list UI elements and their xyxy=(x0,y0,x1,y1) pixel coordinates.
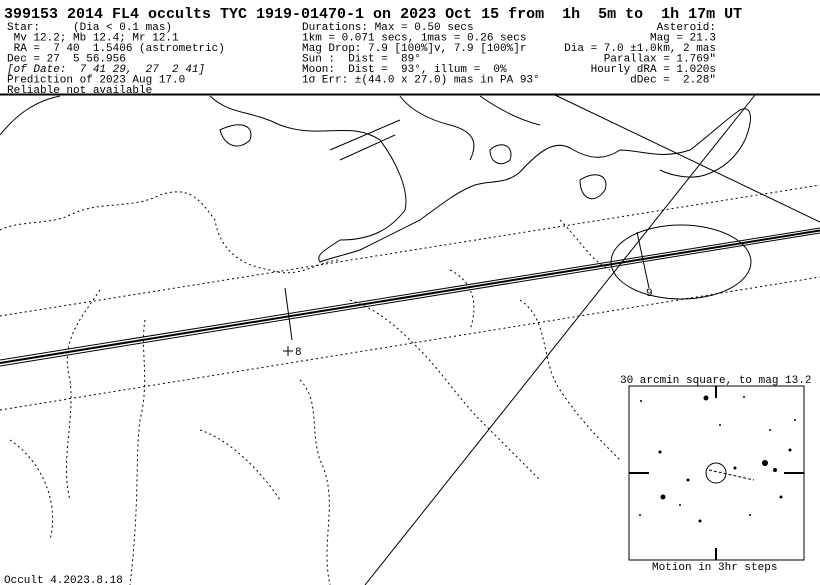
info-line: 1km = 0.071 secs, 1mas = 0.26 secs xyxy=(302,33,526,45)
info-line: 1σ Err: ±(44.0 x 27.0) mas in PA 93° xyxy=(302,75,540,87)
sky-line xyxy=(554,94,820,223)
info-line: RA = 7 40 1.5406 (astrometric) xyxy=(7,43,225,55)
error-limit xyxy=(0,276,820,411)
path-edge xyxy=(0,227,820,361)
info-line: Prediction of 2023 Aug 17.0 xyxy=(7,75,185,87)
info-line: Moon: Dist = 93°, illum = 0% xyxy=(302,64,507,76)
time-tick xyxy=(636,231,650,289)
error-ellipse xyxy=(610,224,752,300)
star-chart-caption: Motion in 3hr steps xyxy=(652,562,777,574)
info-line: Parallax = 1.769" xyxy=(604,54,716,66)
site-marker xyxy=(283,346,293,356)
info-line: dDec = 2.28" xyxy=(630,75,716,87)
info-line: Dec = 27 5 56.956 xyxy=(7,54,126,66)
info-line: [of Date: 7 41 29, 27 2 41] xyxy=(7,64,205,76)
info-line: Hourly dRA = 1.020s xyxy=(591,64,716,76)
central-line xyxy=(0,229,820,364)
star-info: Star: (Dia < 0.1 mas) Mv 12.2; Mb 12.4; … xyxy=(7,22,225,97)
marker-label: 8 xyxy=(295,347,302,359)
coastlines xyxy=(0,95,751,585)
marker-label: 9 xyxy=(646,288,653,300)
sky-line xyxy=(364,94,756,585)
info-line: Mv 12.2; Mb 12.4; Mr 12.1 xyxy=(7,33,179,45)
star-chart xyxy=(628,385,805,561)
info-line: Sun : Dist = 89° xyxy=(302,54,421,66)
error-limit xyxy=(0,184,820,317)
time-tick xyxy=(284,287,293,341)
title: 399153 2014 FL4 occults TYC 1919-01470-1… xyxy=(4,6,742,23)
info-line: Dia = 7.0 ±1.0km, 2 mas xyxy=(564,43,716,55)
info-line: Mag = 21.3 xyxy=(650,33,716,45)
footer: Occult 4.2023.8.18 xyxy=(4,575,123,585)
info-line: Asteroid: xyxy=(657,22,716,34)
path-edge xyxy=(0,232,820,367)
info-line: Star: (Dia < 0.1 mas) xyxy=(7,22,172,34)
info-line: Durations: Max = 0.50 secs xyxy=(302,22,474,34)
star-chart-title: 30 arcmin square, to mag 13.2 xyxy=(620,375,811,387)
info-line: Mag Drop: 7.9 [100%]v, 7.9 [100%]r xyxy=(302,43,526,55)
